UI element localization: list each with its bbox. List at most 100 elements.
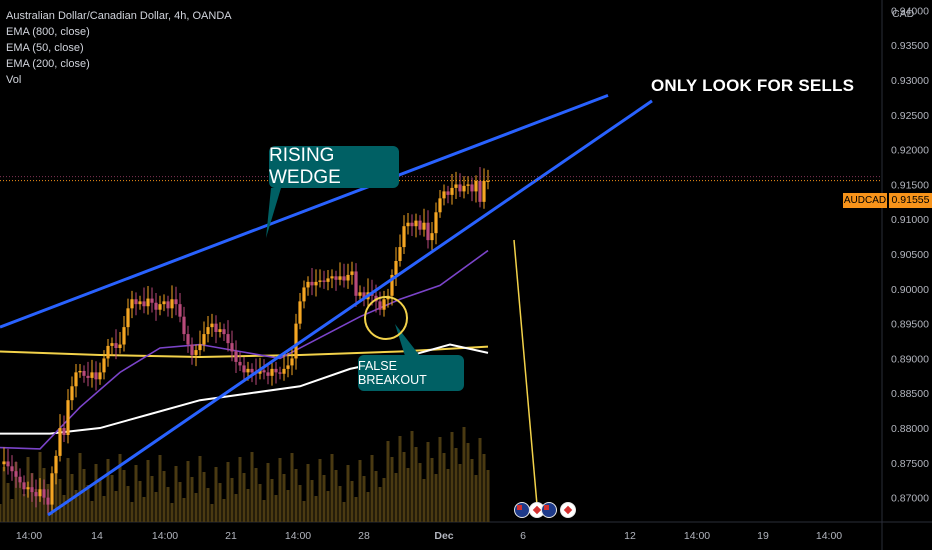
volume-bar bbox=[422, 479, 426, 522]
volume-bar bbox=[6, 483, 10, 522]
candle-body bbox=[422, 222, 426, 230]
volume-bar bbox=[366, 492, 370, 522]
candle-body bbox=[186, 334, 190, 345]
candle-body bbox=[150, 298, 154, 303]
candle-body bbox=[430, 233, 434, 241]
volume-bar bbox=[322, 475, 326, 522]
candle-body bbox=[106, 345, 110, 359]
chart-legend: Australian Dollar/Canadian Dollar, 4h, O… bbox=[6, 8, 232, 88]
volume-bar bbox=[386, 441, 390, 522]
legend-ema800[interactable]: EMA (800, close) bbox=[6, 26, 90, 38]
candle-body bbox=[14, 471, 18, 477]
legend-volume[interactable]: Vol bbox=[6, 74, 22, 86]
candle-body bbox=[278, 372, 282, 374]
volume-bar bbox=[266, 463, 270, 522]
candle-body bbox=[50, 473, 54, 505]
volume-bar bbox=[390, 457, 394, 522]
candle-body bbox=[214, 323, 218, 332]
volume-bar bbox=[14, 462, 18, 522]
volume-bar bbox=[358, 460, 362, 522]
volume-bar bbox=[82, 469, 86, 522]
candle-body bbox=[154, 302, 158, 310]
candle-body bbox=[414, 220, 418, 227]
x-tick-label-3: 21 bbox=[225, 530, 237, 542]
currency-label: CAD bbox=[892, 8, 915, 20]
candle-body bbox=[66, 400, 70, 435]
ca-flag-icon-2[interactable] bbox=[560, 502, 576, 518]
candle-body bbox=[194, 350, 198, 355]
volume-bar bbox=[78, 453, 82, 522]
candle-body bbox=[170, 299, 174, 309]
candle-body bbox=[458, 184, 462, 192]
volume-bar bbox=[442, 453, 446, 522]
candle-body bbox=[166, 301, 170, 309]
candle-body bbox=[58, 428, 62, 456]
y-tick-label-9: 0.89500 bbox=[891, 319, 929, 331]
volume-bar bbox=[246, 489, 250, 522]
candle-body bbox=[418, 220, 422, 230]
candle-body bbox=[146, 298, 150, 307]
volume-bar bbox=[418, 463, 422, 522]
candle-body bbox=[482, 180, 486, 202]
candle-body bbox=[94, 372, 98, 380]
volume-bars bbox=[0, 427, 490, 522]
legend-ema200[interactable]: EMA (200, close) bbox=[6, 58, 90, 70]
volume-bar bbox=[258, 484, 262, 522]
candle-body bbox=[474, 180, 478, 192]
candle-body bbox=[334, 276, 338, 280]
candle-body bbox=[182, 316, 186, 335]
volume-bar bbox=[458, 464, 462, 522]
volume-bar bbox=[474, 475, 478, 522]
candle-body bbox=[190, 344, 194, 355]
candle-body bbox=[18, 476, 22, 483]
volume-bar bbox=[186, 461, 190, 522]
volume-bar bbox=[362, 476, 366, 522]
volume-bar bbox=[374, 471, 378, 522]
y-tick-label-10: 0.89000 bbox=[891, 353, 929, 365]
candle-body bbox=[362, 292, 366, 300]
volume-bar bbox=[350, 481, 354, 522]
volume-bar bbox=[330, 454, 334, 522]
candle-body bbox=[30, 487, 34, 493]
volume-bar bbox=[190, 477, 194, 522]
candle-body bbox=[486, 180, 490, 182]
candle-body bbox=[114, 343, 118, 348]
volume-bar bbox=[170, 503, 174, 522]
volume-bar bbox=[74, 490, 78, 522]
candle-body bbox=[450, 187, 454, 195]
candle-body bbox=[134, 299, 138, 305]
false-breakout-callout[interactable]: FALSE BREAKOUT bbox=[358, 355, 464, 391]
volume-bar bbox=[198, 456, 202, 522]
candle-body bbox=[310, 281, 314, 286]
volume-bar bbox=[346, 465, 350, 522]
candle-body bbox=[274, 368, 278, 373]
volume-bar bbox=[394, 473, 398, 522]
volume-bar bbox=[438, 437, 442, 522]
rising-wedge-callout[interactable]: RISING WEDGE bbox=[269, 145, 399, 188]
volume-bar bbox=[234, 494, 238, 522]
y-tick-label-0: 0.94000 bbox=[891, 5, 929, 17]
only-sells-annotation[interactable]: ONLY LOOK FOR SELLS bbox=[651, 76, 855, 95]
candle-body bbox=[390, 274, 394, 296]
candle-body bbox=[142, 301, 146, 307]
y-tick-label-14: 0.87000 bbox=[891, 493, 929, 505]
candle-body bbox=[34, 492, 38, 497]
candle-body bbox=[118, 344, 122, 348]
candle-body bbox=[322, 280, 326, 282]
volume-bar bbox=[318, 459, 322, 522]
volume-bar bbox=[106, 459, 110, 522]
volume-bar bbox=[162, 471, 166, 522]
x-tick-label-11: 14:00 bbox=[816, 530, 842, 542]
candle-body bbox=[234, 351, 238, 362]
candle-body bbox=[78, 370, 82, 373]
volume-bar bbox=[302, 501, 306, 522]
volume-bar bbox=[378, 487, 382, 522]
volume-bar bbox=[218, 483, 222, 522]
y-tick-label-4: 0.92000 bbox=[891, 145, 929, 157]
au-flag-icon-2[interactable] bbox=[541, 502, 557, 518]
legend-ema50[interactable]: EMA (50, close) bbox=[6, 42, 84, 54]
y-tick-label-7: 0.90500 bbox=[891, 249, 929, 261]
au-flag-icon[interactable] bbox=[514, 502, 530, 518]
volume-bar bbox=[138, 481, 142, 522]
